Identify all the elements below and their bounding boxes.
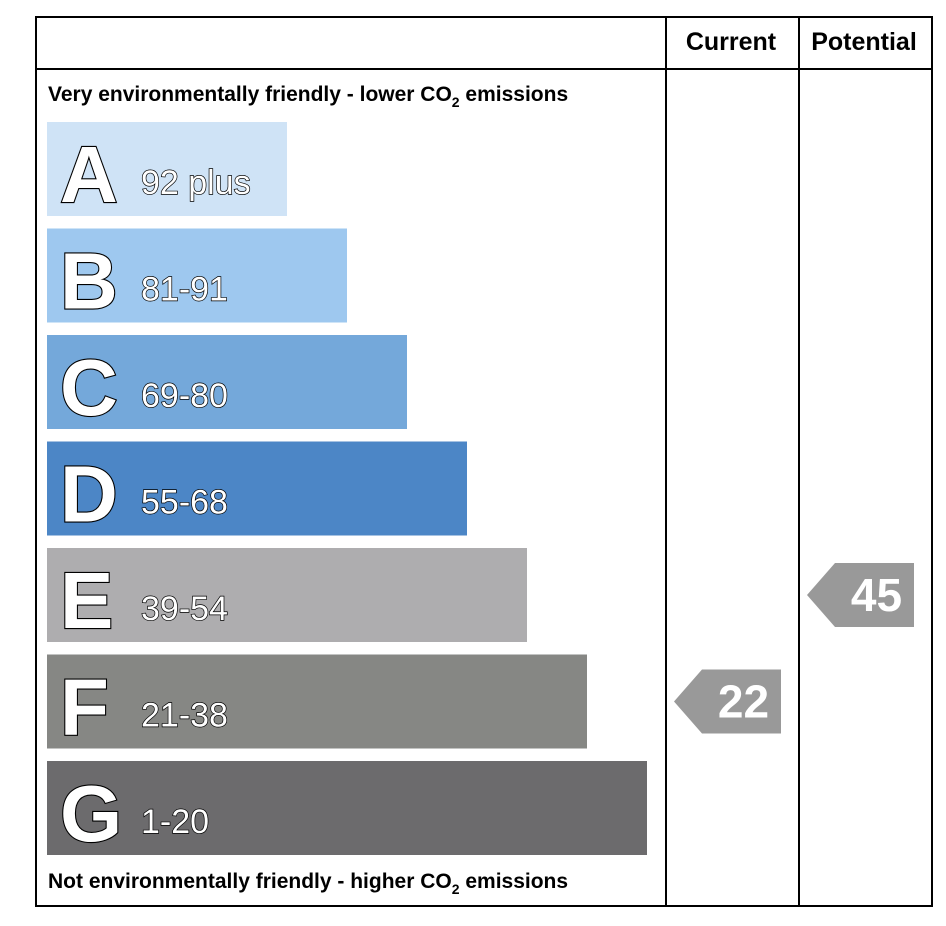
band-c-range: 69-80 <box>141 377 228 415</box>
band-d-bar <box>47 441 467 536</box>
band-e-letter: E <box>60 556 113 645</box>
band-b-letter: B <box>60 237 118 326</box>
potential-rating-value: 45 <box>851 569 902 621</box>
top-note-tail: emissions <box>460 83 569 106</box>
band-c-bar <box>47 335 407 429</box>
current-rating-value: 22 <box>718 676 769 728</box>
top-note: Very environmentally friendly - lower CO… <box>48 83 568 110</box>
bottom-note-text: Not environmentally friendly - higher CO <box>48 870 452 893</box>
band-f-bar <box>47 654 587 749</box>
band-a-letter: A <box>60 130 118 219</box>
band-c-letter: C <box>60 343 118 432</box>
band-e-range: 39-54 <box>141 590 228 628</box>
bottom-note: Not environmentally friendly - higher CO… <box>48 870 568 897</box>
potential-rating-arrow <box>807 563 914 627</box>
band-f-range: 21-38 <box>141 697 228 735</box>
potential-column-header: Potential <box>811 28 917 56</box>
band-f-letter: F <box>60 663 109 752</box>
band-b-range: 81-91 <box>141 271 228 309</box>
bottom-note-subscript: 2 <box>452 881 460 897</box>
rating-bands: A 92 plus B 81-91 C 69-80 D 55-68 E 39-54 F 21-38 G 1… <box>47 122 647 859</box>
current-column-header: Current <box>686 28 777 56</box>
band-d-letter: D <box>60 450 118 539</box>
band-e-bar <box>47 548 527 642</box>
band-d-range: 55-68 <box>141 484 228 522</box>
band-g-bar <box>47 761 647 855</box>
band-a-bar <box>47 122 287 216</box>
band-g-letter: G <box>60 769 122 858</box>
chart-frame <box>35 16 933 907</box>
top-note-subscript: 2 <box>452 94 460 110</box>
band-a-range: 92 plus <box>141 164 251 202</box>
rating-markers: 22 45 <box>674 563 914 734</box>
band-b-bar <box>47 228 347 323</box>
top-note-text: Very environmentally friendly - lower CO <box>48 83 452 106</box>
bottom-note-tail: emissions <box>460 870 569 893</box>
current-rating-arrow <box>674 669 781 734</box>
band-g-range: 1-20 <box>141 803 209 841</box>
